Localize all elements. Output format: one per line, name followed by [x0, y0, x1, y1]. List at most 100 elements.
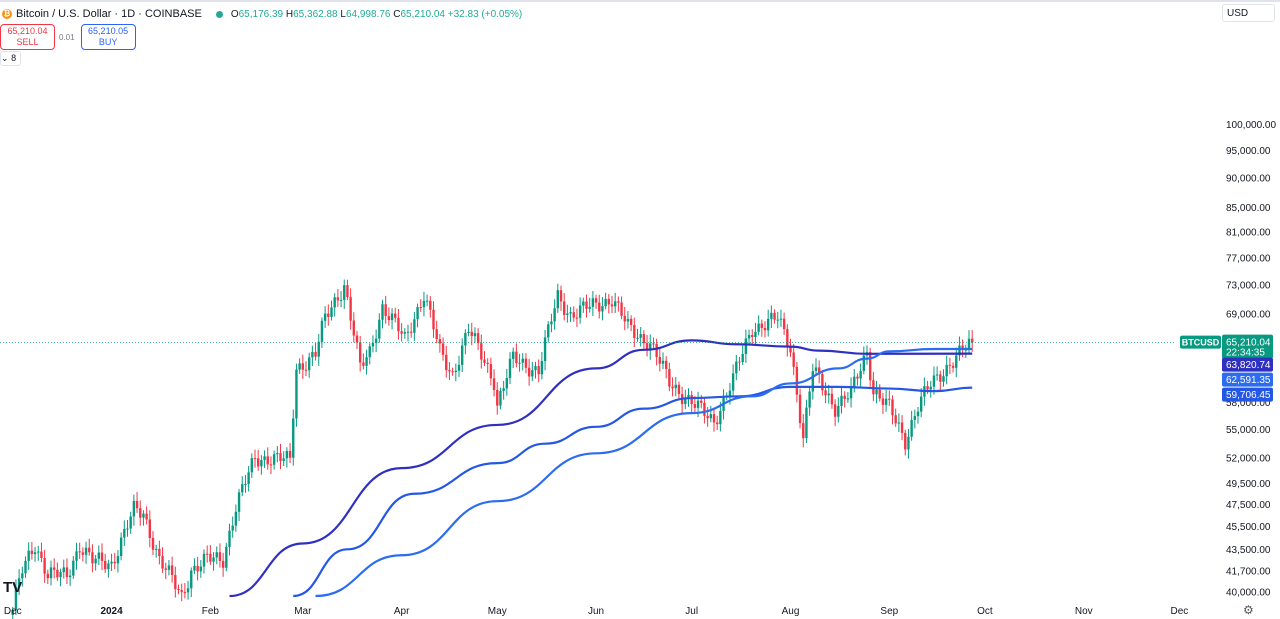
time-tick-label: Apr [394, 606, 410, 617]
price-tick-label: 77,000.00 [1226, 253, 1271, 264]
candle [330, 300, 333, 321]
candle-body [833, 404, 837, 417]
candle-body [967, 338, 971, 350]
candle [336, 289, 340, 307]
candle [881, 392, 885, 414]
candle-body [795, 366, 799, 395]
candle-body [72, 560, 75, 576]
last-price-tag [1222, 334, 1273, 359]
candle [403, 328, 407, 339]
candle [588, 297, 591, 313]
candle-body [374, 338, 378, 343]
candle-body [21, 573, 24, 579]
candle-body [40, 551, 43, 559]
candle [486, 358, 489, 373]
candle-body [629, 318, 633, 325]
candle-body [518, 362, 521, 364]
currency-value: USD [1227, 8, 1249, 19]
candle [521, 353, 524, 371]
candle-body [228, 530, 231, 547]
spread-value: 0.01 [59, 33, 75, 42]
candle [438, 334, 442, 353]
candle-body [598, 302, 601, 312]
candle [425, 294, 429, 307]
candle [607, 294, 611, 314]
candle-body [751, 334, 754, 338]
candle [744, 329, 748, 363]
ticker-tag-label: BTCUSD [1182, 338, 1220, 348]
candle-body [429, 300, 432, 310]
candle [374, 329, 378, 353]
candle-body [505, 378, 509, 389]
candle [655, 338, 658, 366]
time-axis: Dec 2024 Feb Mar Apr May Jun Jul Aug Sep Oct Nov Dec [4, 606, 1188, 617]
candle-body [824, 390, 827, 396]
candle [56, 562, 59, 581]
candle-body [843, 395, 846, 399]
candle-body [317, 341, 320, 357]
candle [591, 291, 595, 316]
candle-body [68, 575, 72, 578]
candle-body [483, 359, 486, 363]
candle [292, 409, 295, 466]
candle [17, 569, 21, 595]
candle [773, 309, 776, 324]
candle [400, 323, 403, 342]
candle-body [94, 558, 97, 564]
candle [180, 583, 183, 602]
ticker-tag [1180, 335, 1221, 349]
candle [113, 552, 116, 570]
candle [260, 455, 263, 475]
price-tick-label: 73,000.00 [1226, 281, 1271, 292]
candle-body [792, 352, 795, 367]
candle-body [27, 550, 30, 561]
candle [202, 549, 206, 574]
candle [467, 323, 470, 337]
sell-button[interactable]: 65,210.04 SELL [0, 24, 55, 50]
candle [103, 553, 107, 573]
candle [323, 306, 327, 328]
candle-body [266, 456, 269, 465]
candle-body [196, 565, 199, 572]
time-tick-label: Oct [977, 606, 993, 617]
candle-body [295, 369, 298, 419]
candle-body [116, 556, 120, 564]
currency-select[interactable]: USD [1222, 4, 1275, 22]
high-value: 65,362.88 [293, 8, 338, 20]
candle [59, 568, 62, 587]
candle-body [37, 551, 40, 553]
candle-body [897, 422, 901, 424]
candle-body [218, 552, 222, 561]
candle-body [276, 453, 279, 455]
candle-body [884, 398, 888, 405]
settings-gear-icon[interactable]: ⚙ [1243, 603, 1254, 617]
candle-body [78, 551, 81, 553]
indicators-count: 8 [11, 53, 17, 63]
candle [547, 321, 550, 343]
candle [244, 474, 247, 493]
candle-body [193, 565, 196, 571]
candle-body [123, 529, 126, 538]
candle-body [798, 394, 802, 424]
candle [518, 353, 521, 372]
candle-body [913, 416, 917, 420]
candle-body [59, 572, 62, 578]
candle [358, 335, 362, 372]
candle [279, 444, 282, 470]
candle [830, 387, 834, 409]
candle [684, 389, 687, 410]
buy-button[interactable]: 65,210.05 BUY [80, 24, 136, 50]
candle-body [11, 609, 14, 616]
symbol-title[interactable]: Bitcoin / U.S. Dollar · 1D · COINBASE [16, 8, 202, 20]
candle [945, 355, 948, 385]
candle [661, 352, 665, 370]
candle [186, 580, 190, 600]
candle [805, 399, 808, 443]
candle-body [81, 552, 85, 555]
candle [21, 566, 24, 587]
candle [307, 352, 311, 378]
candle [177, 584, 180, 595]
indicators-collapse-button[interactable]: ⌄ 8 [0, 51, 21, 66]
candle-body [709, 414, 713, 419]
